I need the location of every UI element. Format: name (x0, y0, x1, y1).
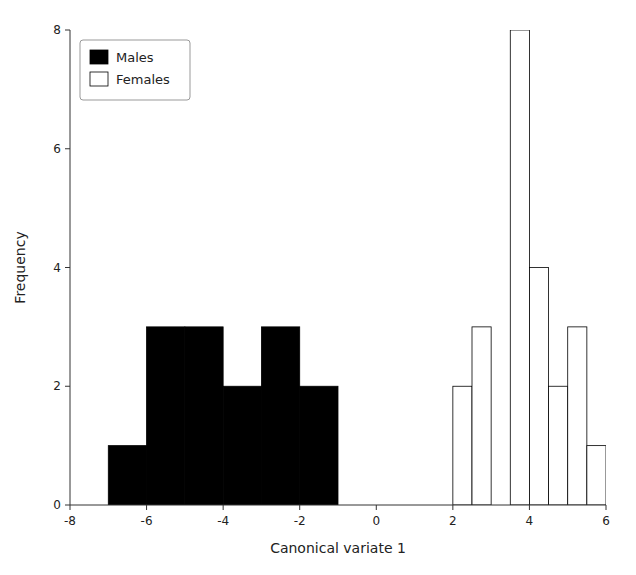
x-axis-line (70, 505, 606, 506)
x-tick-label: 0 (372, 514, 380, 528)
legend-swatch (90, 72, 108, 86)
x-tick (223, 505, 224, 510)
x-tick-label: 6 (602, 514, 610, 528)
legend-box (80, 40, 190, 100)
y-axis-label: Frequency (12, 231, 28, 303)
y-tick (65, 30, 70, 31)
y-tick (65, 148, 70, 149)
x-tick-label: 2 (449, 514, 457, 528)
x-tick (529, 505, 530, 510)
y-tick-label: 8 (53, 23, 61, 37)
x-tick-label: -8 (64, 514, 76, 528)
legend-label: Females (116, 72, 170, 87)
x-tick (146, 505, 147, 510)
histogram-bar (472, 327, 491, 505)
x-tick (606, 505, 607, 510)
y-tick-label: 4 (53, 261, 61, 275)
y-tick-label: 2 (53, 379, 61, 393)
legend-swatch (90, 50, 108, 64)
y-tick (65, 386, 70, 387)
axes: -8 -6 -4 -2 0 2 4 6 0 2 4 6 8 (53, 23, 609, 528)
histogram-bar (529, 268, 548, 506)
histogram-bar (510, 30, 529, 505)
chart: -8 -6 -4 -2 0 2 4 6 0 2 4 6 8 Canonical variate 1 Freq… (0, 0, 636, 575)
y-tick-label: 6 (53, 142, 61, 156)
histogram-bar (568, 327, 587, 505)
x-axis-label: Canonical variate 1 (270, 540, 406, 556)
histogram-bar (549, 386, 568, 505)
histogram-bar (108, 446, 146, 505)
legend: Males Females (80, 40, 190, 100)
histogram-bar (453, 386, 472, 505)
histogram-bar (587, 446, 606, 505)
x-tick (376, 505, 377, 510)
y-tick (65, 267, 70, 268)
histogram-bar (300, 386, 338, 505)
histogram-bar (185, 327, 223, 505)
bars (108, 30, 606, 505)
x-tick-label: -4 (217, 514, 229, 528)
x-tick-label: 4 (526, 514, 534, 528)
x-tick-label: -2 (294, 514, 306, 528)
y-tick-label: 0 (53, 498, 61, 512)
x-tick (452, 505, 453, 510)
histogram-bar (147, 327, 185, 505)
x-tick (299, 505, 300, 510)
y-tick (65, 505, 70, 506)
legend-label: Males (116, 50, 154, 65)
x-tick (70, 505, 71, 510)
histogram-bar (261, 327, 299, 505)
histogram-bar (223, 386, 261, 505)
x-tick-label: -6 (141, 514, 153, 528)
